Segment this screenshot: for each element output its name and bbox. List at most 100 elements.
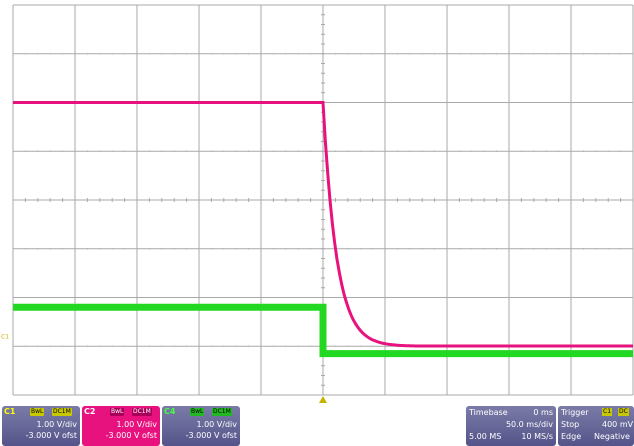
- trigger-descriptor[interactable]: Trigger C1 DC Stop 400 mV Edge Negative: [558, 406, 634, 446]
- c1-ground-marker[interactable]: C1: [1, 334, 9, 341]
- grid-dot: [124, 345, 126, 347]
- grid-dot: [334, 101, 336, 104]
- grid-dot: [570, 296, 572, 299]
- grid-dot: [508, 248, 510, 250]
- grid-dot: [12, 150, 14, 152]
- grid-dot: [322, 53, 324, 55]
- grid-dot: [198, 199, 200, 201]
- channel-c4-coupling-badge: DC1M: [212, 408, 232, 416]
- grid-dot: [520, 150, 523, 152]
- grid-dot: [458, 101, 460, 104]
- grid-dot: [210, 248, 212, 250]
- grid-dot: [186, 345, 188, 347]
- grid-dot: [421, 53, 423, 55]
- trigger-source-badge: C1: [602, 408, 613, 416]
- grid-dot: [272, 53, 274, 55]
- channel-c4-descriptor[interactable]: C4 BwL DC1M 1.00 V/div -3.000 V ofst: [162, 406, 240, 446]
- grid-dot: [446, 150, 448, 152]
- grid-dot: [632, 296, 634, 299]
- grid-dot: [582, 248, 585, 250]
- grid-dot: [496, 296, 498, 299]
- grid-dot: [186, 248, 188, 250]
- grid-dot: [334, 345, 336, 347]
- grid-dot: [421, 248, 423, 250]
- grid-dot: [86, 150, 88, 152]
- trigger-type: Edge: [561, 432, 582, 441]
- grid-dot: [86, 296, 88, 299]
- grid-dot: [148, 199, 150, 201]
- grid-dot: [173, 53, 175, 55]
- trigger-level: 400 mV: [602, 420, 634, 429]
- grid-dot: [372, 150, 374, 152]
- grid-dot: [260, 150, 262, 152]
- grid-dot: [483, 296, 485, 299]
- channel-c2-offset: -3.000 V ofst: [105, 431, 157, 440]
- grid-dot: [620, 199, 622, 201]
- grid-dot: [496, 150, 498, 152]
- grid-dot: [223, 345, 225, 347]
- grid-dot: [297, 296, 299, 299]
- grid-dot: [49, 296, 51, 299]
- grid-dot: [111, 53, 113, 55]
- grid-dot: [24, 199, 26, 201]
- grid-dot: [37, 53, 39, 55]
- grid-dot: [620, 296, 622, 299]
- channel-c1-offset: -3.000 V ofst: [25, 431, 77, 440]
- grid-dot: [49, 150, 51, 152]
- grid-dot: [136, 345, 138, 347]
- grid-dot: [595, 199, 597, 201]
- trigger-position-marker[interactable]: [319, 396, 327, 403]
- grid-dot: [223, 53, 225, 55]
- grid-dot: [595, 101, 597, 104]
- grid-dot: [49, 199, 51, 201]
- grid-dot: [99, 296, 101, 299]
- grid-dot: [347, 248, 349, 250]
- grid-dot: [533, 296, 535, 299]
- grid-dot: [496, 101, 498, 104]
- grid-dot: [446, 248, 448, 250]
- grid-dot: [384, 296, 386, 299]
- grid-dot: [223, 150, 225, 152]
- grid-dot: [334, 199, 336, 201]
- grid-dot: [409, 199, 411, 201]
- grid-dot: [570, 150, 572, 152]
- grid-dot: [520, 53, 523, 55]
- grid-dot: [86, 53, 88, 55]
- grid-dot: [582, 53, 585, 55]
- grid-dot: [210, 199, 212, 201]
- grid-dot: [359, 296, 361, 299]
- grid-dot: [111, 296, 113, 299]
- grid-dot: [49, 345, 51, 347]
- grid-dot: [558, 150, 560, 152]
- timebase-descriptor[interactable]: Timebase 0 ms 50.0 ms/div 5.00 MS 10 MS/…: [466, 406, 556, 446]
- grid-dot: [136, 248, 138, 250]
- grid-dot: [334, 296, 336, 299]
- grid-dot: [111, 345, 113, 347]
- grid-dot: [359, 150, 361, 152]
- grid-dot: [310, 150, 312, 152]
- grid-dot: [582, 199, 585, 201]
- grid-dot: [471, 53, 473, 55]
- grid-dot: [607, 296, 609, 299]
- grid-dot: [595, 150, 597, 152]
- grid-dot: [37, 296, 39, 299]
- grid-dot: [508, 150, 510, 152]
- grid-dot: [248, 199, 250, 201]
- grid-dot: [607, 53, 609, 55]
- grid-dot: [384, 101, 386, 104]
- grid-dot: [198, 296, 200, 299]
- grid-dot: [62, 53, 64, 55]
- grid-dot: [86, 248, 88, 250]
- grid-dot: [235, 150, 237, 152]
- grid-dot: [520, 296, 523, 299]
- timebase-samples: 5.00 MS: [469, 432, 502, 441]
- grid-dot: [124, 199, 126, 201]
- grid-dot: [533, 101, 535, 104]
- grid-dot: [210, 53, 212, 55]
- grid-dot: [285, 53, 287, 55]
- grid-dot: [74, 248, 76, 250]
- channel-c1-descriptor[interactable]: C1 BwL DC1M 1.00 V/div -3.000 V ofst: [2, 406, 80, 446]
- trigger-mode: Stop: [561, 420, 580, 429]
- channel-c2-descriptor[interactable]: C2 BwL DC1M 1.00 V/div -3.000 V ofst: [82, 406, 160, 446]
